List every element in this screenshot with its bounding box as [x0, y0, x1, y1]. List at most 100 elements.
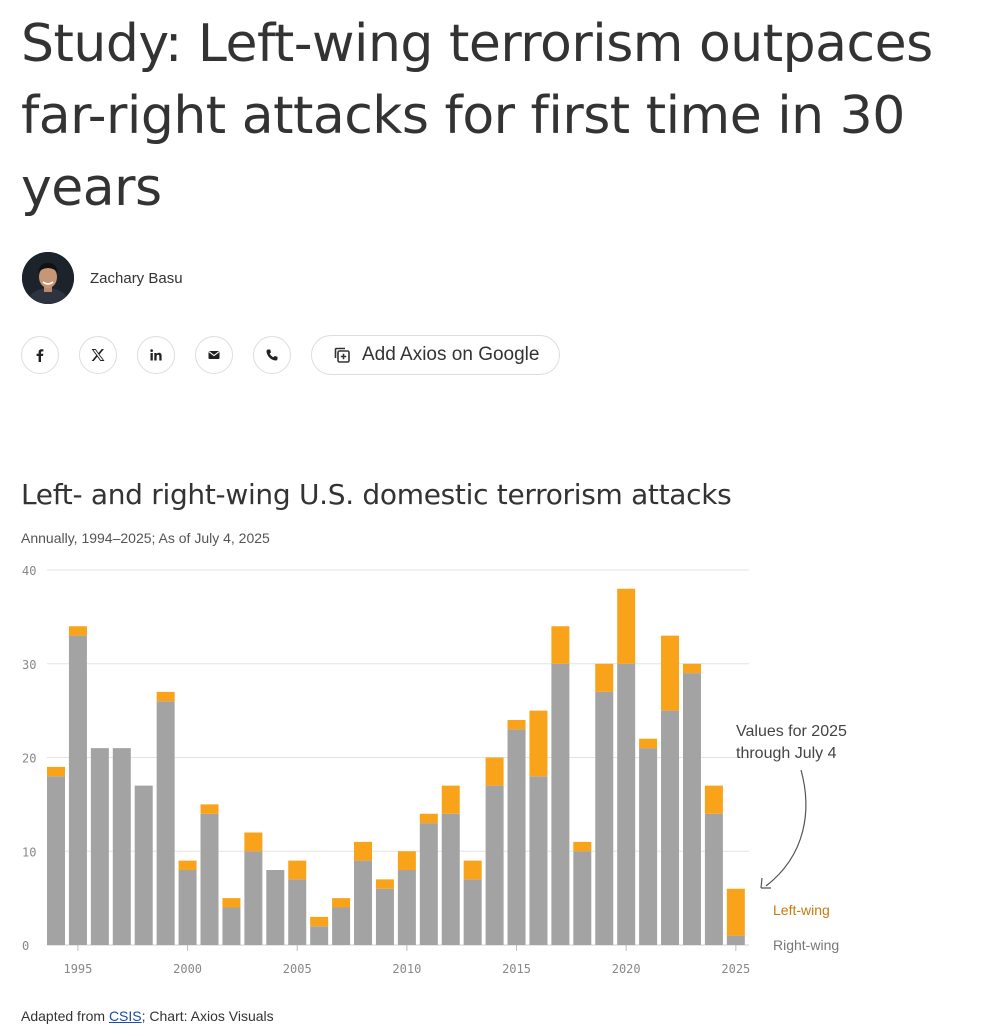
- y-tick-label: 0: [22, 939, 29, 953]
- add-axios-on-google-button[interactable]: Add Axios on Google: [311, 335, 561, 375]
- bar-left-wing: [47, 766, 65, 777]
- bar-right-wing: [310, 926, 329, 945]
- annotation-arrowhead: [760, 877, 771, 889]
- annotation-line-1: Values for 2025: [736, 723, 847, 740]
- y-tick-label: 30: [22, 658, 36, 672]
- x-tick-label: 2020: [612, 962, 641, 976]
- chart-source: Adapted from CSIS; Chart: Axios Visuals: [21, 1008, 274, 1024]
- bar-right-wing: [68, 635, 87, 945]
- bars: [47, 588, 745, 945]
- bar-left-wing: [244, 832, 263, 852]
- bar-left-wing: [529, 710, 548, 777]
- bar-left-wing: [661, 635, 680, 711]
- bar-left-wing: [573, 841, 592, 852]
- phone-share-button[interactable]: [253, 336, 291, 374]
- legend-right-wing: Right-wing: [773, 937, 839, 953]
- bar-right-wing: [595, 691, 614, 945]
- bar-left-wing: [419, 813, 438, 824]
- legend-left-wing: Left-wing: [773, 902, 830, 918]
- x-tick-label: 1995: [63, 962, 92, 976]
- facebook-icon: [36, 349, 44, 362]
- chart-subtitle: Annually, 1994–2025; As of July 4, 2025: [21, 530, 270, 546]
- annotation: Values for 2025 through July 4: [736, 723, 847, 889]
- bar-right-wing: [222, 907, 241, 945]
- email-icon: [208, 351, 220, 359]
- bar-right-wing: [332, 907, 351, 945]
- bar-left-wing: [595, 663, 614, 692]
- add-to-stack-icon: [334, 347, 350, 363]
- csis-link[interactable]: CSIS: [108, 1008, 142, 1024]
- bar-right-wing: [244, 851, 263, 945]
- add-axios-on-google-label: Add Axios on Google: [362, 344, 540, 365]
- bar-left-wing: [222, 898, 241, 908]
- bar-right-wing: [397, 870, 416, 945]
- bar-right-wing: [485, 785, 504, 945]
- bar-right-wing: [419, 823, 438, 945]
- bar-left-wing: [288, 860, 307, 880]
- bar-left-wing: [463, 860, 482, 880]
- bar-right-wing: [156, 701, 175, 945]
- bar-left-wing: [617, 588, 636, 664]
- x-tick-label: 2025: [721, 962, 750, 976]
- bar-right-wing: [726, 935, 745, 945]
- bar-right-wing: [178, 870, 197, 945]
- bar-right-wing: [704, 813, 723, 945]
- chart-title: Left- and right-wing U.S. domestic terro…: [21, 478, 732, 511]
- bar-right-wing: [463, 879, 482, 945]
- x-tick-label: 2010: [392, 962, 421, 976]
- bar-left-wing: [639, 738, 658, 749]
- bar-left-wing: [682, 663, 701, 674]
- source-prefix: Adapted from: [21, 1008, 109, 1024]
- linkedin-icon: [150, 349, 162, 361]
- bar-right-wing: [441, 813, 460, 945]
- bar-left-wing: [354, 841, 373, 861]
- bar-left-wing: [485, 757, 504, 786]
- bar-left-wing: [441, 785, 460, 814]
- bar-left-wing: [200, 804, 219, 814]
- bar-left-wing: [507, 720, 526, 730]
- bar-left-wing: [332, 898, 351, 908]
- bar-right-wing: [682, 673, 701, 945]
- bar-left-wing: [375, 879, 394, 889]
- bar-right-wing: [617, 663, 636, 945]
- bar-right-wing: [90, 748, 109, 945]
- y-tick-label: 20: [22, 752, 36, 766]
- bar-right-wing: [200, 813, 219, 945]
- x-tick-label: 2005: [283, 962, 312, 976]
- bar-right-wing: [354, 860, 373, 945]
- bar-left-wing: [397, 851, 416, 870]
- byline: Zachary Basu: [22, 252, 183, 304]
- bar-right-wing: [661, 710, 680, 945]
- x-icon: [91, 349, 105, 361]
- author-name[interactable]: Zachary Basu: [90, 269, 183, 287]
- y-tick-label: 10: [22, 845, 36, 859]
- bar-left-wing: [551, 626, 570, 664]
- bar-right-wing: [266, 870, 285, 945]
- bar-left-wing: [178, 860, 197, 870]
- bar-right-wing: [47, 776, 65, 945]
- bar-right-wing: [375, 888, 394, 945]
- axis-labels: 0 10 20 30 40 1995 2000 2005 2010 2015 2020 2025: [22, 564, 750, 976]
- bar-right-wing: [551, 663, 570, 945]
- phone-icon: [266, 349, 278, 361]
- y-tick-label: 40: [22, 564, 36, 578]
- x-tick-label: 2015: [502, 962, 531, 976]
- article-headline: Study: Left-wing terrorism outpaces far-…: [21, 14, 933, 218]
- facebook-share-button[interactable]: [21, 336, 59, 374]
- author-avatar[interactable]: [22, 252, 74, 304]
- source-suffix: ; Chart: Axios Visuals: [141, 1008, 274, 1024]
- x-tick-label: 2000: [173, 962, 202, 976]
- bar-right-wing: [573, 851, 592, 945]
- bar-left-wing: [310, 916, 329, 927]
- bar-right-wing: [507, 729, 526, 945]
- bar-left-wing: [704, 785, 723, 814]
- share-bar: Add Axios on Google: [21, 335, 561, 375]
- bar-right-wing: [112, 748, 131, 945]
- annotation-arrow: [765, 769, 807, 887]
- linkedin-share-button[interactable]: [137, 336, 175, 374]
- x-share-button[interactable]: [79, 336, 117, 374]
- bar-left-wing: [156, 691, 175, 702]
- stacked-bar-chart: 0 10 20 30 40 1995 2000 2005 2010 2015 2020 2025 Va…: [22, 564, 847, 976]
- email-share-button[interactable]: [195, 336, 233, 374]
- bar-left-wing: [726, 888, 745, 936]
